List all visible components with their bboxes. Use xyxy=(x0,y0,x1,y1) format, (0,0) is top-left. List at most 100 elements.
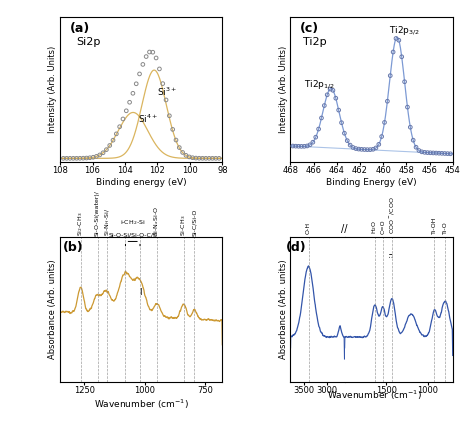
Y-axis label: Intensity (Arb. Units): Intensity (Arb. Units) xyxy=(49,46,57,133)
Point xyxy=(103,146,110,153)
Y-axis label: Absorbance (Arb. units): Absorbance (Arb. units) xyxy=(279,260,288,359)
Point xyxy=(312,134,319,141)
Y-axis label: Intensity (Arb. Units): Intensity (Arb. Units) xyxy=(279,46,288,133)
Point xyxy=(63,155,70,162)
Point xyxy=(149,49,157,56)
Point xyxy=(186,154,193,160)
Point xyxy=(106,142,113,149)
Text: C=O: C=O xyxy=(380,220,385,234)
Point xyxy=(76,155,84,162)
Point xyxy=(60,155,67,162)
Point xyxy=(152,54,160,61)
Point xyxy=(413,144,420,151)
Text: H$_2$O: H$_2$O xyxy=(371,220,379,234)
Point xyxy=(392,35,400,42)
Text: Si-C/Si-O: Si-C/Si-O xyxy=(192,208,197,236)
Point xyxy=(192,154,200,161)
Point xyxy=(421,149,428,156)
Point xyxy=(389,48,397,55)
Point xyxy=(326,86,334,93)
Point xyxy=(427,149,434,156)
Point xyxy=(122,107,130,114)
Point xyxy=(162,97,170,103)
Point xyxy=(146,48,153,55)
Point xyxy=(447,150,454,157)
Point xyxy=(355,146,362,153)
Point xyxy=(364,146,371,153)
Text: Si2p: Si2p xyxy=(76,37,101,48)
Point xyxy=(378,133,385,140)
Point xyxy=(375,141,383,148)
Text: Ti-O: Ti-O xyxy=(443,221,448,234)
Point xyxy=(113,130,120,137)
Point xyxy=(361,146,368,153)
Text: Si$_2$-CH$_3$: Si$_2$-CH$_3$ xyxy=(76,211,85,236)
Point xyxy=(329,87,337,94)
Point xyxy=(79,155,87,162)
Point xyxy=(444,150,451,157)
Point xyxy=(212,155,219,162)
Text: O-H: O-H xyxy=(306,222,311,234)
Point xyxy=(116,123,123,130)
Point xyxy=(384,98,391,105)
Point xyxy=(404,104,411,111)
Point xyxy=(432,150,440,157)
Text: Si-O-Si(water)/: Si-O-Si(water)/ xyxy=(95,190,100,236)
Point xyxy=(344,137,351,144)
Text: Wavenumber (cm$^{-1}$): Wavenumber (cm$^{-1}$) xyxy=(327,388,422,402)
Point xyxy=(179,149,186,156)
Point xyxy=(387,72,394,79)
Point xyxy=(418,148,426,155)
Point xyxy=(109,137,117,144)
Point xyxy=(202,155,210,162)
Point xyxy=(372,145,380,151)
Text: Si$^{3+}$: Si$^{3+}$ xyxy=(158,86,177,98)
Text: I: I xyxy=(139,288,141,297)
Text: (c): (c) xyxy=(300,21,319,34)
Point xyxy=(358,146,365,153)
Point xyxy=(304,142,311,149)
Point xyxy=(349,144,357,151)
Point xyxy=(136,70,143,77)
Point xyxy=(172,136,180,143)
Point xyxy=(73,155,80,162)
Text: (b): (b) xyxy=(63,242,84,254)
Text: Ti2p$_{3/2}$: Ti2p$_{3/2}$ xyxy=(389,24,420,36)
Point xyxy=(66,155,73,162)
Point xyxy=(199,155,206,162)
Text: Ti2p: Ti2p xyxy=(304,37,327,48)
Point xyxy=(189,154,196,161)
Point xyxy=(90,154,97,161)
Text: (a): (a) xyxy=(70,21,90,34)
Point xyxy=(398,53,406,60)
X-axis label: Wavenumber (cm$^{-1}$): Wavenumber (cm$^{-1}$) xyxy=(94,398,188,411)
Point xyxy=(289,142,297,149)
Point xyxy=(215,155,223,162)
Point xyxy=(401,79,408,85)
Point xyxy=(133,80,140,87)
Point xyxy=(441,150,449,157)
Text: (d): (d) xyxy=(286,242,307,254)
Point xyxy=(340,130,348,137)
X-axis label: Binding Energy (eV): Binding Energy (eV) xyxy=(326,178,417,187)
Point xyxy=(430,149,437,156)
Point xyxy=(381,119,388,126)
Point xyxy=(315,126,322,133)
Point xyxy=(156,66,163,73)
Point xyxy=(346,142,354,148)
Point xyxy=(159,80,166,87)
Text: Si-CH$_3$: Si-CH$_3$ xyxy=(179,214,188,236)
Point xyxy=(415,147,423,154)
Text: COO$^-$/COO: COO$^-$/COO xyxy=(388,196,396,234)
Point xyxy=(407,124,414,131)
Point xyxy=(301,143,308,150)
Point xyxy=(182,152,189,159)
Point xyxy=(369,146,377,153)
Point xyxy=(169,126,176,133)
Point xyxy=(395,37,402,44)
Point xyxy=(335,107,342,114)
Point xyxy=(352,145,359,152)
Point xyxy=(209,155,216,162)
Point xyxy=(409,137,417,144)
Point xyxy=(438,150,445,157)
